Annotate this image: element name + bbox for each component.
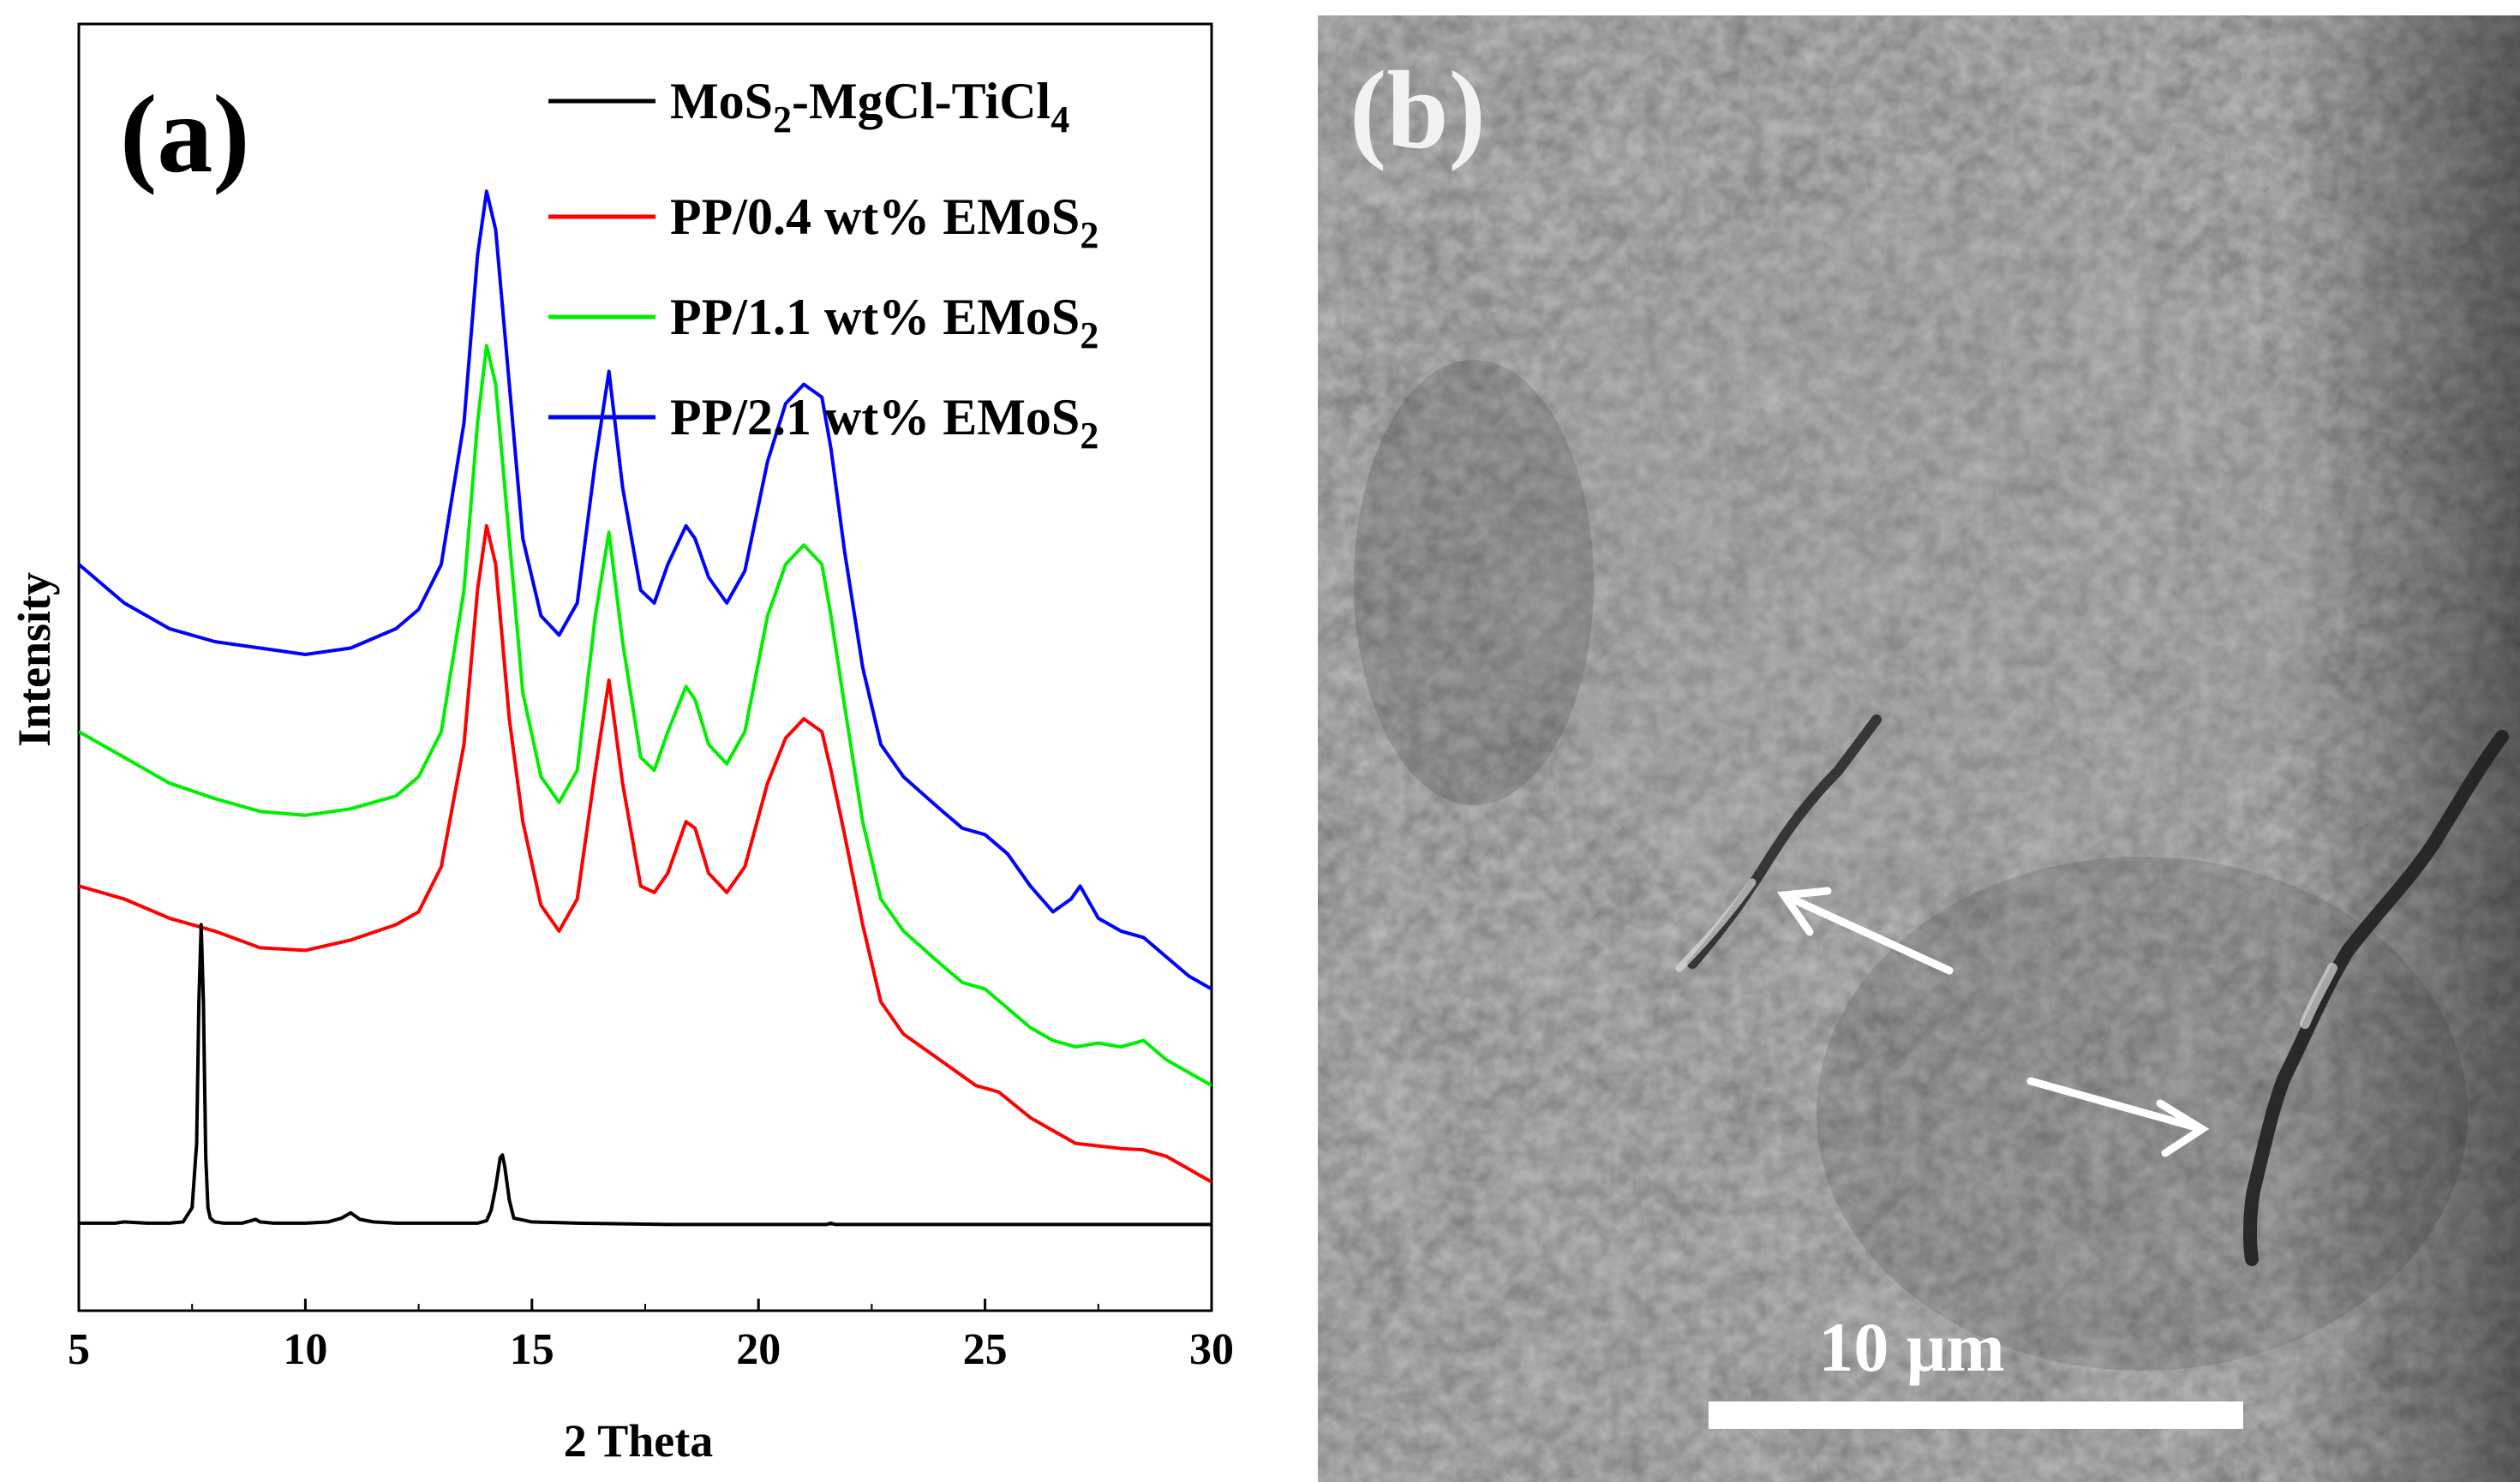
panel-a-chart: 5 10 15 20 25 30 (a) 2 Theta Intensity MoS2-M… xyxy=(9,22,1234,1467)
legend: MoS2-MgCl-TiCl4 PP/0.4 wt% EMoS2 PP/1.1 wt… xyxy=(548,73,1098,457)
x-tick-label: 20 xyxy=(736,1325,781,1374)
series-layer xyxy=(79,189,1212,1227)
scale-bar xyxy=(1709,1401,2243,1429)
legend-label: PP/1.1 wt% EMoS2 xyxy=(670,289,1098,356)
edge-shadow xyxy=(1318,15,2520,1482)
x-axis-title: 2 Theta xyxy=(564,1415,714,1467)
series-line-3 xyxy=(79,189,1212,991)
x-axis-ticks: 5 10 15 20 25 30 xyxy=(68,1299,1234,1374)
x-tick-label: 10 xyxy=(283,1325,327,1374)
arrow-right xyxy=(2026,1077,2210,1157)
panel-b-micrograph: (b) 10 μm xyxy=(1318,15,2520,1482)
x-tick-label: 5 xyxy=(68,1325,90,1374)
legend-label: MoS2-MgCl-TiCl4 xyxy=(670,73,1069,140)
panel-b-label: (b) xyxy=(1350,49,1486,172)
y-axis-title: Intensity xyxy=(9,572,60,747)
arrow-left xyxy=(1776,887,1954,975)
x-tick-label: 30 xyxy=(1189,1325,1234,1374)
series-line-1 xyxy=(79,523,1212,1184)
crack-left-highlight xyxy=(1675,878,1757,972)
series-line-2 xyxy=(79,344,1212,1087)
series-line-0 xyxy=(79,923,1212,1227)
legend-label: PP/2.1 wt% EMoS2 xyxy=(670,389,1098,457)
panel-a-label: (a) xyxy=(120,73,250,196)
scale-bar-label: 10 μm xyxy=(1818,1308,2004,1386)
legend-label: PP/0.4 wt% EMoS2 xyxy=(670,188,1098,256)
crack-right-highlight xyxy=(2300,963,2337,1029)
x-tick-label: 15 xyxy=(510,1325,554,1374)
x-tick-label: 25 xyxy=(963,1325,1008,1374)
